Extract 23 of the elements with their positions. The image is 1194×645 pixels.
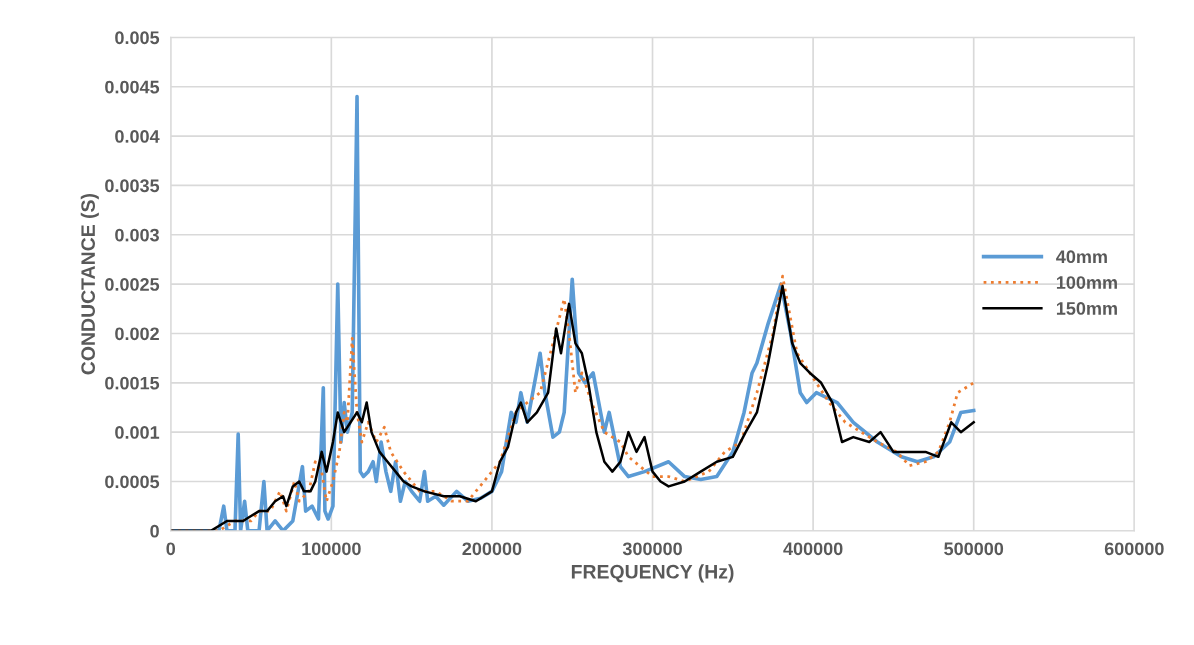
- y-tick-label: 0: [150, 524, 159, 538]
- legend-label: 150mm: [1056, 302, 1117, 315]
- y-tick-label: 0.003: [115, 228, 159, 242]
- y-tick-label: 0.005: [115, 31, 160, 45]
- y-tick-label: 0.001: [115, 426, 160, 439]
- legend-label: 40mm: [1056, 250, 1107, 264]
- x-tick-label: 400000: [783, 542, 843, 556]
- x-tick-label: 500000: [944, 542, 1004, 556]
- x-tick-label: 300000: [622, 542, 682, 556]
- y-tick-label: 0.0025: [105, 278, 160, 291]
- y-tick-label: 0.004: [115, 130, 160, 143]
- x-tick-label: 600000: [1104, 542, 1164, 556]
- legend-label: 100mm: [1056, 276, 1117, 289]
- y-tick-label: 0.0005: [105, 475, 160, 489]
- x-tick-label: 0: [166, 542, 176, 556]
- y-tick-label: 0.0045: [105, 80, 160, 94]
- x-tick-label: 100000: [302, 542, 361, 556]
- y-tick-label: 0.002: [115, 327, 159, 341]
- y-tick-label: 0.0015: [105, 376, 160, 390]
- x-tick-label: 200000: [462, 542, 522, 556]
- y-tick-label: 0.0035: [105, 179, 160, 193]
- x-axis-title: FREQUENCY (Hz): [571, 564, 734, 583]
- y-axis-title: CONDUCTANCE (S): [80, 193, 99, 375]
